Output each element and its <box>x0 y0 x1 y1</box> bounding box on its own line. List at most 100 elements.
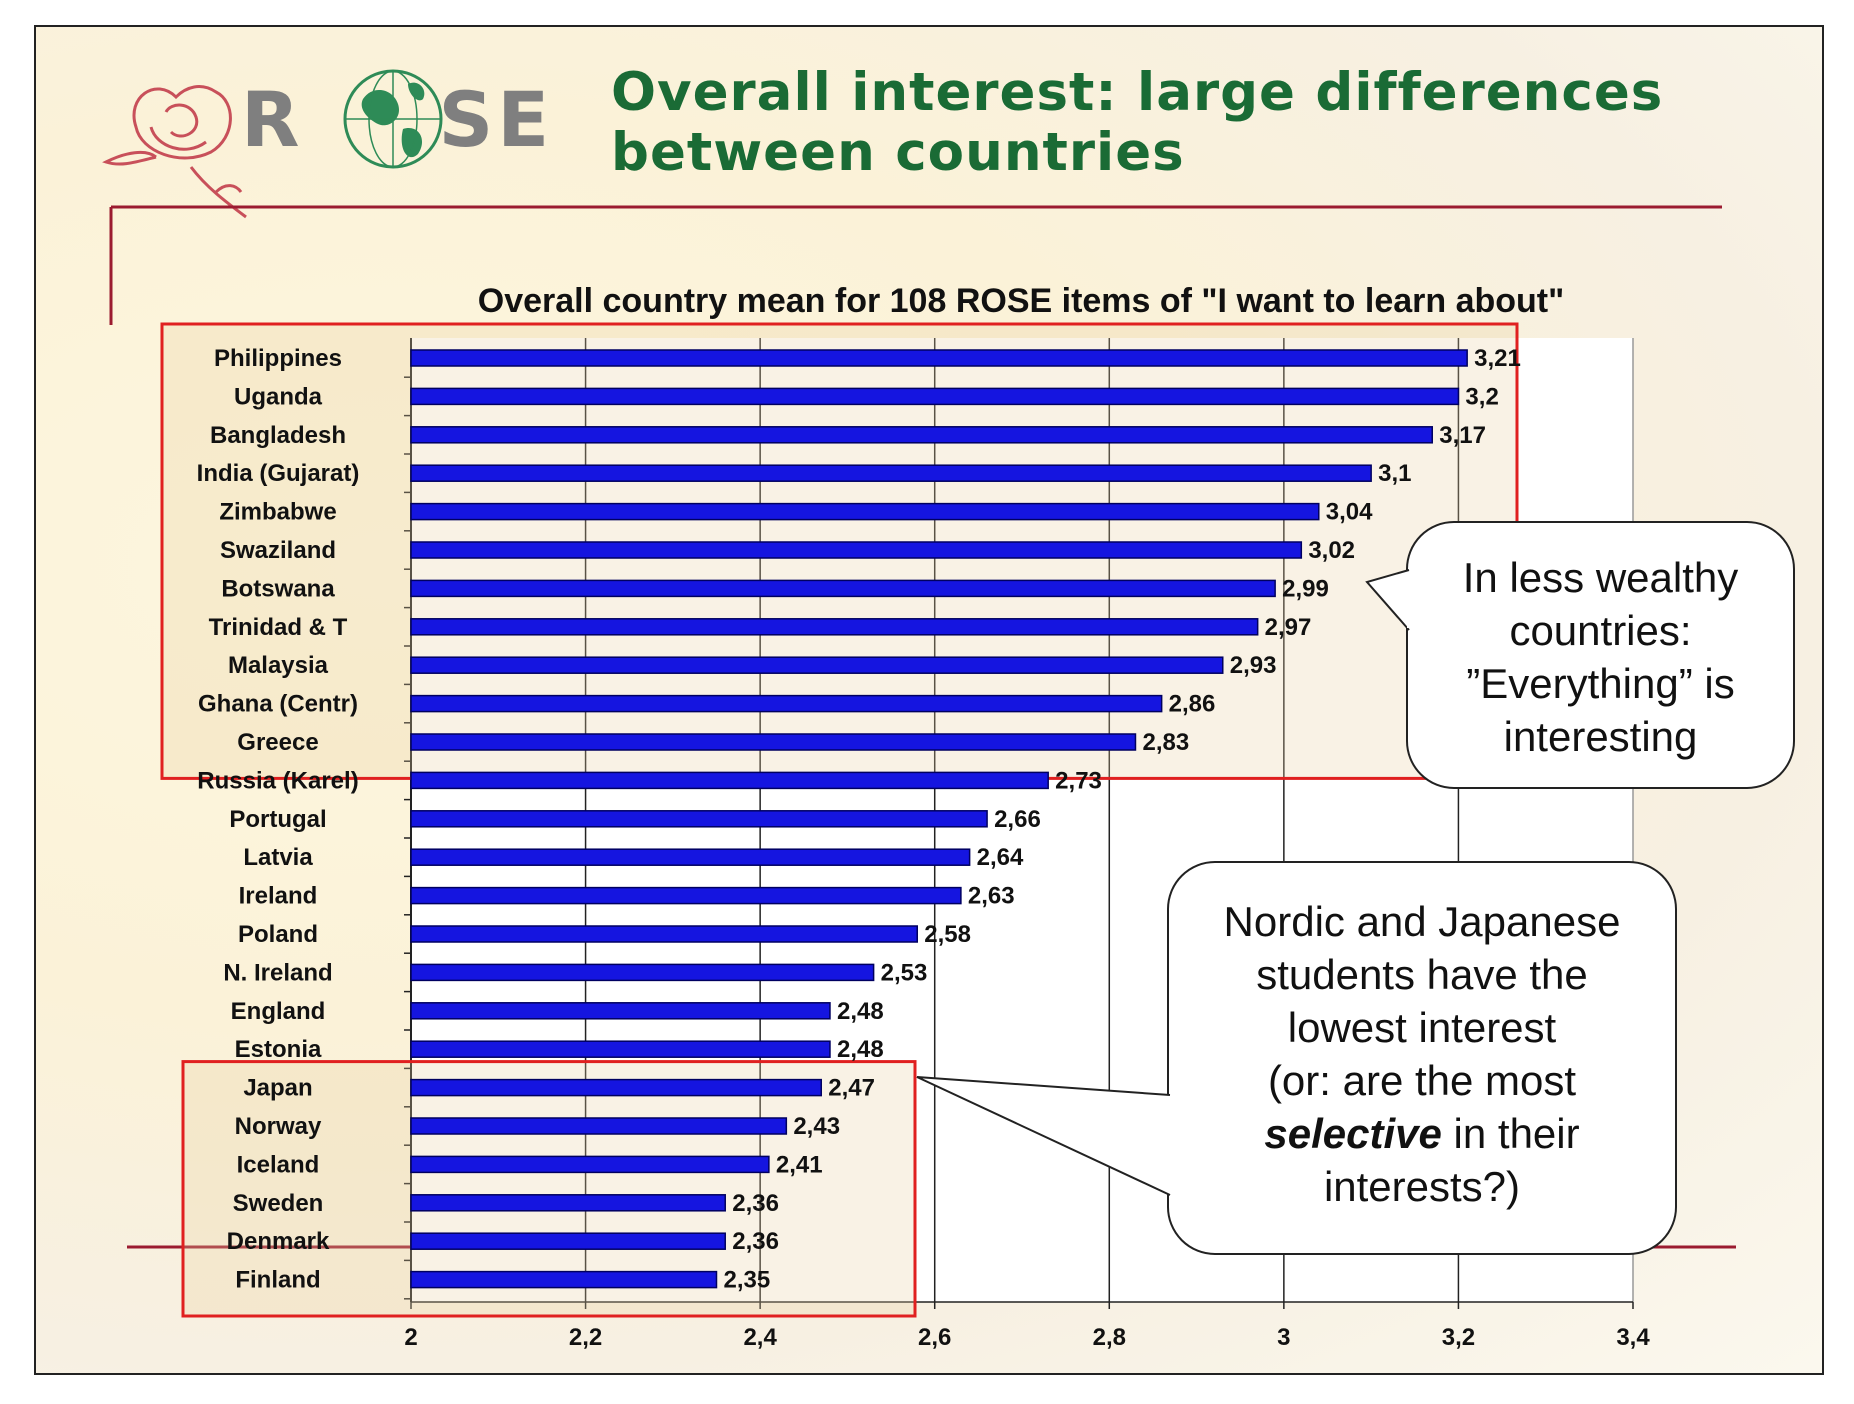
value-label: 3,1 <box>1378 460 1411 487</box>
value-label: 2,47 <box>828 1075 875 1102</box>
bar <box>410 618 1259 636</box>
value-label: 2,93 <box>1230 652 1277 679</box>
value-label: 2,99 <box>1282 575 1329 602</box>
callout-line: In less wealthy <box>1462 554 1739 601</box>
x-tick-label: 3 <box>1277 1324 1290 1351</box>
x-tick-label: 2,6 <box>918 1324 951 1351</box>
category-label: Estonia <box>235 1036 322 1063</box>
bar <box>410 1002 831 1020</box>
value-label: 3,21 <box>1474 345 1521 372</box>
callout-line: selective in their <box>1169 1107 1675 1160</box>
bar <box>410 848 971 866</box>
bar <box>410 349 1468 367</box>
bar <box>410 1117 788 1135</box>
category-label: Trinidad & T <box>209 614 348 641</box>
value-label: 2,66 <box>994 806 1041 833</box>
callout-line: (or: are the most <box>1267 1057 1577 1104</box>
category-label: India (Gujarat) <box>197 460 360 487</box>
value-label: 2,97 <box>1265 614 1312 641</box>
callout-line: students have the <box>1256 951 1588 998</box>
category-label: Iceland <box>237 1151 320 1178</box>
value-label: 3,02 <box>1308 537 1355 564</box>
logo-letter-r: R <box>241 75 304 164</box>
bar <box>410 925 919 943</box>
callout-line: lowest interest <box>1287 1004 1557 1051</box>
category-label: Philippines <box>214 345 342 372</box>
value-label: 2,36 <box>732 1190 779 1217</box>
bar <box>410 464 1372 482</box>
category-label: Bangladesh <box>210 422 346 449</box>
category-label: N. Ireland <box>223 959 332 986</box>
bar <box>410 1270 718 1289</box>
value-label: 2,63 <box>968 883 1015 910</box>
callout-emphasis: selective <box>1264 1110 1442 1157</box>
rose-icon <box>102 85 247 219</box>
bar <box>410 733 1137 751</box>
category-label: Swaziland <box>220 537 336 564</box>
x-tick-label: 2,2 <box>569 1324 602 1351</box>
x-tick-label: 2,4 <box>743 1324 777 1351</box>
category-label: Japan <box>243 1075 312 1102</box>
value-label: 2,86 <box>1169 691 1216 718</box>
bar <box>410 963 875 982</box>
category-label: Malaysia <box>228 652 329 679</box>
value-label: 2,83 <box>1142 729 1189 756</box>
callout-line: ”Everything” is <box>1466 660 1735 707</box>
bar <box>410 541 1303 559</box>
bar <box>410 886 962 905</box>
x-tick-label: 3,4 <box>1616 1324 1650 1351</box>
logo-wordmark: R SE <box>241 75 553 164</box>
x-tick-label: 3,2 <box>1442 1324 1475 1351</box>
rose-logo <box>102 69 443 219</box>
chart-title: Overall country mean for 108 ROSE items … <box>477 282 1565 320</box>
category-label: Latvia <box>243 844 313 871</box>
category-label: Sweden <box>233 1190 324 1217</box>
value-label: 2,41 <box>776 1151 823 1178</box>
value-label: 3,04 <box>1326 499 1373 526</box>
bar <box>410 1232 726 1250</box>
category-label: Zimbabwe <box>219 499 336 526</box>
slide-title-line1: Overall interest: large differences <box>611 62 1664 123</box>
bar <box>410 810 988 828</box>
value-label: 2,48 <box>837 1036 884 1063</box>
bar <box>410 579 1276 598</box>
category-label: Russia (Karel) <box>197 767 358 794</box>
category-label: England <box>231 998 326 1025</box>
bar <box>410 1194 726 1212</box>
value-label: 2,73 <box>1055 767 1102 794</box>
category-label: Denmark <box>227 1228 330 1255</box>
bar <box>410 656 1224 674</box>
bar <box>410 1155 770 1174</box>
value-label: 2,64 <box>977 844 1024 871</box>
bar <box>410 426 1433 444</box>
callout-line: countries: <box>1509 607 1692 654</box>
bar <box>410 771 1049 790</box>
value-label: 2,35 <box>724 1267 771 1294</box>
value-label: 3,17 <box>1439 422 1486 449</box>
value-label: 2,48 <box>837 998 884 1025</box>
callout-line: Nordic and Japanese <box>1223 898 1621 945</box>
category-label: Botswana <box>221 575 335 602</box>
category-label: Ireland <box>239 883 318 910</box>
bar <box>410 694 1163 713</box>
bar <box>410 502 1320 521</box>
bar <box>410 1040 831 1058</box>
value-label: 2,43 <box>793 1113 840 1140</box>
bar <box>410 1078 822 1097</box>
category-label: Ghana (Centr) <box>198 691 358 718</box>
callout-line-rest: in their <box>1441 1110 1580 1157</box>
value-label: 2,53 <box>881 959 928 986</box>
callout-nordic: Nordic and Japanese students have the lo… <box>1167 861 1677 1255</box>
category-label: Greece <box>237 729 318 756</box>
value-label: 2,36 <box>732 1228 779 1255</box>
slide-title-line2: between countries <box>611 122 1185 183</box>
category-label: Portugal <box>229 806 326 833</box>
bar <box>410 387 1460 406</box>
globe-icon <box>343 69 443 169</box>
callout-line: interests?) <box>1323 1163 1521 1210</box>
category-label: Finland <box>235 1267 320 1294</box>
value-label: 2,58 <box>924 921 971 948</box>
x-tick-label: 2,8 <box>1093 1324 1126 1351</box>
x-tick-label: 2 <box>404 1324 417 1351</box>
